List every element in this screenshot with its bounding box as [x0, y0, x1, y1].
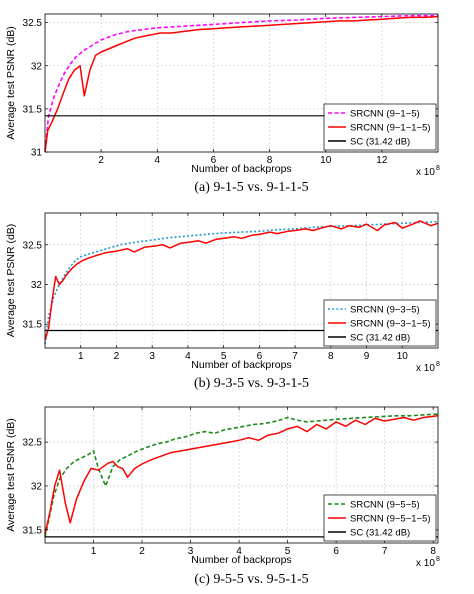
- axes-frame: [44, 406, 439, 544]
- y-tick-label: 32.5: [23, 438, 43, 449]
- x-tick-label: 10: [397, 351, 409, 362]
- x-tick-label: 4: [185, 351, 191, 362]
- legend: SRCNN (9−5−5) SRCNN (9−5−1−5) SC (31.42 dB…: [323, 494, 437, 542]
- x-tick-label: 9: [364, 351, 370, 362]
- y-tick-label: 31.5: [23, 104, 43, 115]
- x-axis-label: Number of backprops: [191, 554, 291, 566]
- x-tick-label: 8: [328, 351, 334, 362]
- x-multiplier: x 10: [416, 167, 435, 178]
- chart-panel-1: 2 4 6 8 10 12 31 31.5 32 32.5 Number of backprops A…: [5, 13, 440, 195]
- x-tick-label: 3: [149, 351, 155, 362]
- y-tick-label: 32.5: [23, 18, 43, 29]
- legend: SRCNN (9−3−5) SRCNN (9−3−1−5) SC (31.42 dB…: [323, 299, 437, 347]
- legend-label-1: SRCNN (9−1−5): [350, 109, 420, 120]
- x-tick-label: 10: [320, 155, 332, 166]
- x-tick-label: 12: [376, 155, 388, 166]
- y-tick-label: 31.5: [23, 320, 43, 331]
- y-tick-label: 32: [31, 61, 43, 72]
- x-multiplier-exponent: 8: [436, 361, 440, 368]
- series-line-2: [44, 415, 439, 535]
- x-tick-label: 3: [188, 546, 194, 557]
- series-line-2: [44, 15, 439, 153]
- x-axis-label: Number of backprops: [191, 163, 291, 175]
- legend-label-2: SRCNN (9−5−1−5): [350, 514, 431, 525]
- x-tick-label: 6: [211, 155, 217, 166]
- x-tick-label: 4: [236, 546, 242, 557]
- axes-frame: [44, 212, 439, 349]
- x-multiplier: x 10: [416, 363, 435, 374]
- y-tick-label: 32: [31, 280, 43, 291]
- panel-caption: (a) 9-1-5 vs. 9-1-1-5: [194, 180, 308, 195]
- x-multiplier-exponent: 8: [436, 556, 440, 563]
- x-tick-label: 4: [155, 155, 161, 166]
- y-axis-label: Average test PSNR (dB): [5, 418, 17, 532]
- x-axis-label: Number of backprops: [191, 359, 291, 371]
- x-tick-label: 5: [285, 546, 291, 557]
- x-tick-label: 5: [221, 351, 227, 362]
- y-tick-label: 31: [31, 148, 43, 159]
- x-tick-label: 2: [114, 351, 120, 362]
- legend-label-1: SRCNN (9−3−5): [350, 305, 420, 316]
- series-line-2: [44, 220, 439, 341]
- legend-label-2: SRCNN (9−3−1−5): [350, 319, 431, 330]
- y-tick-label: 32: [31, 481, 43, 492]
- x-tick-label: 1: [91, 546, 97, 557]
- x-tick-label: 7: [292, 351, 298, 362]
- y-axis-label: Average test PSNR (dB): [5, 26, 17, 140]
- x-tick-label: 6: [257, 351, 263, 362]
- legend-label-2: SRCNN (9−1−1−5): [350, 123, 431, 134]
- legend-label-3: SC (31.42 dB): [350, 137, 410, 148]
- chart-panel-2: 1 2 3 4 5 6 7 8 9 10 31.5 32 32.5 Number of backprops…: [5, 212, 440, 391]
- x-tick-label: 7: [382, 546, 388, 557]
- x-tick-label: 1: [78, 351, 84, 362]
- legend-label-1: SRCNN (9−5−5): [350, 500, 420, 511]
- x-tick-label: 2: [98, 155, 104, 166]
- panel-caption: (c) 9-5-5 vs. 9-5-1-5: [194, 572, 308, 587]
- x-tick-label: 6: [333, 546, 339, 557]
- x-multiplier-exponent: 8: [436, 165, 440, 172]
- axes-frame: [44, 13, 439, 153]
- y-tick-label: 31.5: [23, 525, 43, 536]
- chart-panel-3: 1 2 3 4 5 6 7 8 31.5 32 32.5 Number of backprops Ave…: [5, 406, 440, 587]
- x-tick-label: 2: [139, 546, 145, 557]
- x-tick-label: 8: [267, 155, 273, 166]
- panel-caption: (b) 9-3-5 vs. 9-3-1-5: [194, 376, 309, 391]
- series-line-1: [44, 14, 438, 151]
- series-line-1: [44, 413, 439, 538]
- legend-label-3: SC (31.42 dB): [350, 333, 410, 344]
- y-tick-label: 32.5: [23, 240, 43, 251]
- legend-label-3: SC (31.42 dB): [350, 528, 410, 539]
- legend: SRCNN (9−1−5) SRCNN (9−1−1−5) SC (31.42 dB…: [323, 103, 437, 151]
- y-axis-label: Average test PSNR (dB): [5, 224, 17, 338]
- x-multiplier: x 10: [416, 558, 435, 569]
- x-tick-label: 8: [430, 546, 436, 557]
